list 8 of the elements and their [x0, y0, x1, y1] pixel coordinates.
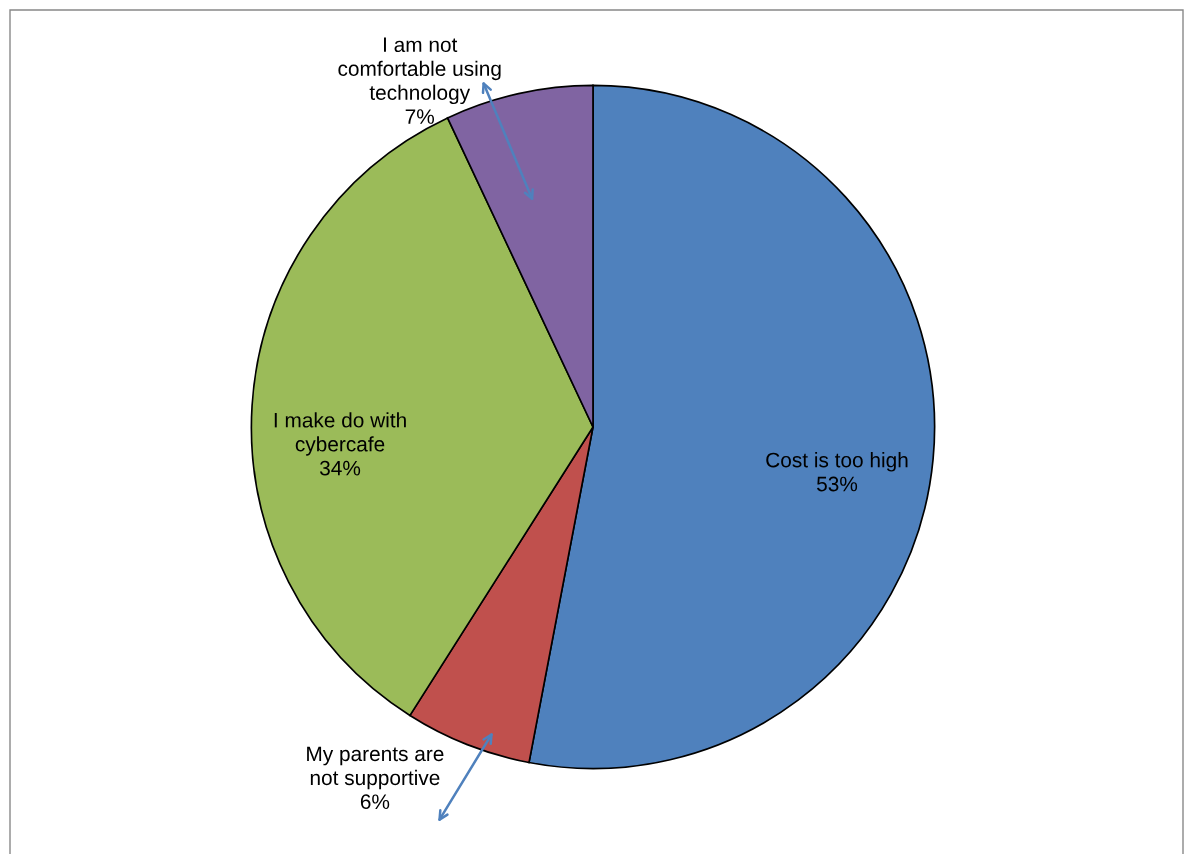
slice-label: I make do with cybercafe — [274, 412, 406, 456]
slice-label: Cost is too high — [766, 452, 908, 472]
slice-label: I am not comfortable using technology — [338, 37, 501, 105]
data-label: 53% — [816, 476, 858, 492]
data-label: 34% — [319, 460, 361, 476]
slice-label: My parents are not supportive — [307, 746, 444, 790]
data-label: 6% — [360, 794, 390, 810]
data-label: 7% — [405, 109, 435, 124]
